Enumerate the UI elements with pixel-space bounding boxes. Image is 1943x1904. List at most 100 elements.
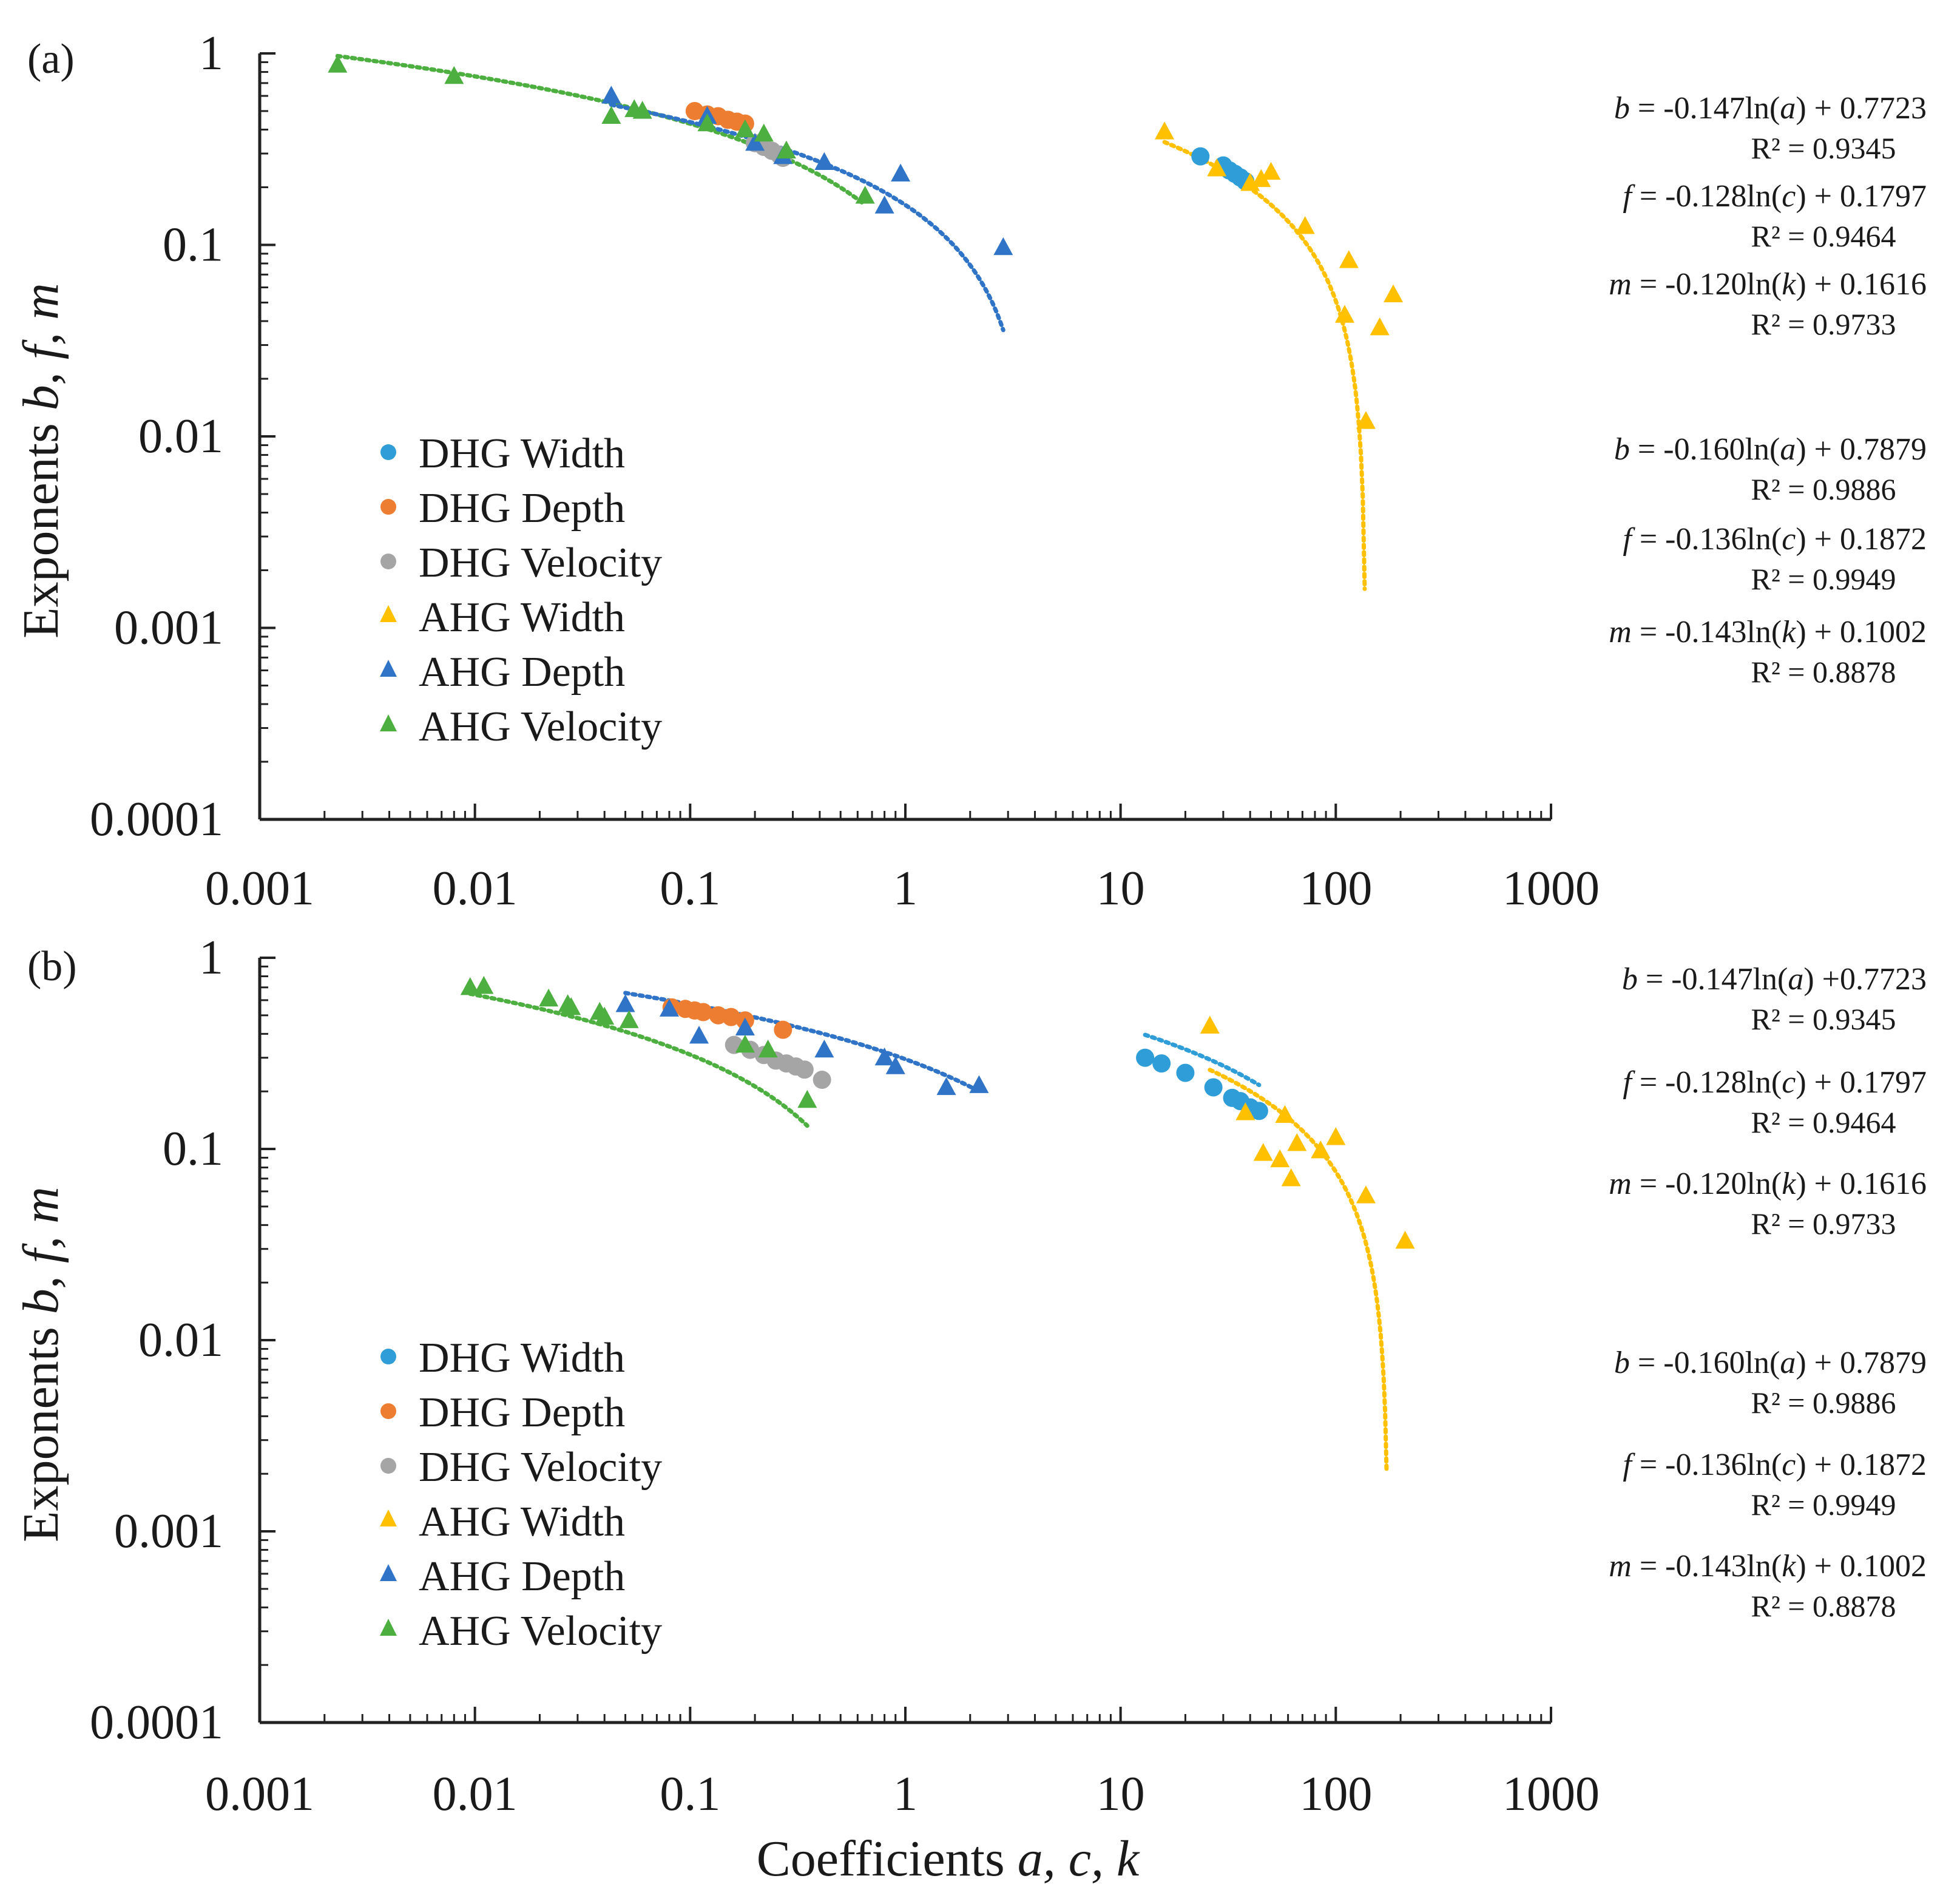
data-point xyxy=(1152,1054,1171,1073)
legend-label: AHG Depth xyxy=(419,649,625,696)
data-point xyxy=(1339,250,1359,268)
equation-text: f = -0.128ln(c) + 0.1797 xyxy=(1623,179,1927,214)
data-point xyxy=(758,1039,778,1058)
r-squared-text: R² = 0.9886 xyxy=(1751,472,1896,506)
equation-text: f = -0.136ln(c) + 0.1872 xyxy=(1623,522,1927,557)
data-point xyxy=(754,123,774,142)
trendline-dhg-width xyxy=(1143,1032,1262,1088)
trendline-ahg-width xyxy=(1208,1068,1389,1474)
r-squared-text: R² = 0.8878 xyxy=(1751,655,1896,689)
y-tick-label: 0.001 xyxy=(114,601,223,655)
data-point xyxy=(1395,1230,1415,1249)
legend-item: DHG Width xyxy=(380,1335,625,1381)
r-squared-text: R² = 0.9733 xyxy=(1751,1207,1896,1241)
data-point xyxy=(1136,1048,1155,1067)
legend-item: AHG Depth xyxy=(380,1553,625,1600)
legend-marker xyxy=(380,1349,396,1364)
r-squared-text: R² = 0.9345 xyxy=(1751,1002,1896,1036)
legend-marker xyxy=(380,1509,397,1526)
equation-text: f = -0.128ln(c) + 0.1797 xyxy=(1623,1065,1927,1100)
legend-label: DHG Velocity xyxy=(419,1444,662,1491)
x-tick-label: 0.001 xyxy=(205,1767,314,1821)
legend-marker xyxy=(380,1458,396,1474)
data-point xyxy=(328,55,348,73)
data-point xyxy=(615,994,635,1012)
data-point xyxy=(1281,1168,1301,1187)
data-point xyxy=(1253,1143,1273,1161)
panel-b: (b) 0.001 0.01 0.1 1 10 100 1000 0.0001 0.001 0.01… xyxy=(13,931,1927,1887)
x-tick-label: 100 xyxy=(1299,1767,1372,1821)
data-point xyxy=(885,1056,905,1074)
data-point xyxy=(1249,1102,1268,1120)
equation-b-0: b = -0.147ln(a) + 0.7723 R² = 0.9345 xyxy=(1614,91,1927,165)
x-tick-label: 10 xyxy=(1097,1767,1145,1821)
equation-f-4: f = -0.136ln(c) + 0.1872 R² = 0.9949 xyxy=(1623,522,1927,596)
data-point xyxy=(539,988,559,1007)
data-point xyxy=(1235,1102,1255,1120)
data-point xyxy=(1311,1140,1331,1159)
equation-m-2: m = -0.120ln(k) + 0.1616 R² = 0.9733 xyxy=(1609,1167,1927,1241)
legend-label: DHG Depth xyxy=(419,485,625,532)
data-point xyxy=(444,66,464,84)
legend-item: AHG Width xyxy=(380,594,625,641)
x-tick-label: 1000 xyxy=(1502,1767,1600,1821)
x-axis-title: Coefficients a, c, k xyxy=(757,1831,1140,1887)
x-tick-label: 0.01 xyxy=(433,1767,518,1821)
data-point xyxy=(1287,1133,1307,1151)
legend-item: AHG Width xyxy=(380,1499,625,1545)
x-tick-label: 0.001 xyxy=(205,862,314,915)
data-point xyxy=(1207,158,1227,177)
y-tick-label: 0.1 xyxy=(163,1122,223,1176)
data-point xyxy=(1200,1015,1220,1034)
data-point xyxy=(601,86,621,104)
legend-marker xyxy=(380,714,397,731)
data-point xyxy=(969,1075,989,1093)
trendline-ahg-velocity xyxy=(468,991,809,1128)
data-point xyxy=(814,1039,834,1058)
data-point xyxy=(1204,1078,1223,1097)
equation-text: m = -0.120ln(k) + 0.1616 xyxy=(1609,267,1927,302)
series-ahg-velocity xyxy=(460,976,817,1108)
y-tick-label: 0.01 xyxy=(138,1313,223,1367)
y-tick-label: 0.1 xyxy=(163,219,223,272)
data-point xyxy=(1261,161,1281,180)
data-point xyxy=(694,1003,712,1021)
trendline-ahg-depth xyxy=(609,103,1005,333)
legend-marker xyxy=(380,444,396,460)
data-point xyxy=(993,237,1013,256)
data-point xyxy=(814,152,834,171)
r-squared-text: R² = 0.9464 xyxy=(1751,1105,1896,1139)
equation-f-1: f = -0.128ln(c) + 0.1797 R² = 0.9464 xyxy=(1623,179,1927,253)
y-axis-title: Exponents b, f, m xyxy=(13,1187,69,1542)
data-point xyxy=(936,1077,956,1096)
equation-b-3: b = -0.160ln(a) + 0.7879 R² = 0.9886 xyxy=(1614,432,1927,506)
x-tick-label: 10 xyxy=(1097,862,1145,915)
legend-label: AHG Velocity xyxy=(419,1608,662,1655)
equation-b-3: b = -0.160ln(a) + 0.7879 R² = 0.9886 xyxy=(1614,1346,1927,1420)
equation-text: b = -0.160ln(a) + 0.7879 xyxy=(1614,432,1927,467)
equation-m-2: m = -0.120ln(k) + 0.1616 R² = 0.9733 xyxy=(1609,267,1927,341)
series-dhg-depth xyxy=(662,998,792,1039)
y-tick-label: 0.0001 xyxy=(90,793,223,846)
y-tick-label: 0.0001 xyxy=(90,1696,223,1749)
y-tick-label: 1 xyxy=(199,931,223,984)
equation-text: b = -0.147ln(a) + 0.7723 xyxy=(1614,91,1927,126)
legend-item: DHG Depth xyxy=(380,485,625,532)
legend-label: AHG Depth xyxy=(419,1553,625,1600)
data-point xyxy=(460,977,480,995)
data-point xyxy=(561,997,581,1015)
y-axis-title: Exponents b, f, m xyxy=(13,283,69,639)
data-point xyxy=(595,1006,615,1025)
legend-item: DHG Velocity xyxy=(380,1444,662,1491)
data-point xyxy=(776,140,796,159)
legend-label: DHG Velocity xyxy=(419,540,662,586)
data-point xyxy=(697,113,717,132)
series-ahg-width xyxy=(1155,121,1404,429)
panel-label: (a) xyxy=(27,36,75,83)
legend-label: DHG Depth xyxy=(419,1389,625,1436)
legend-label: DHG Width xyxy=(419,430,625,477)
x-tick-label: 0.1 xyxy=(660,1767,720,1821)
data-point xyxy=(1326,1127,1346,1145)
legend-item: AHG Velocity xyxy=(380,1608,662,1655)
equation-text: m = -0.120ln(k) + 0.1616 xyxy=(1609,1167,1927,1201)
